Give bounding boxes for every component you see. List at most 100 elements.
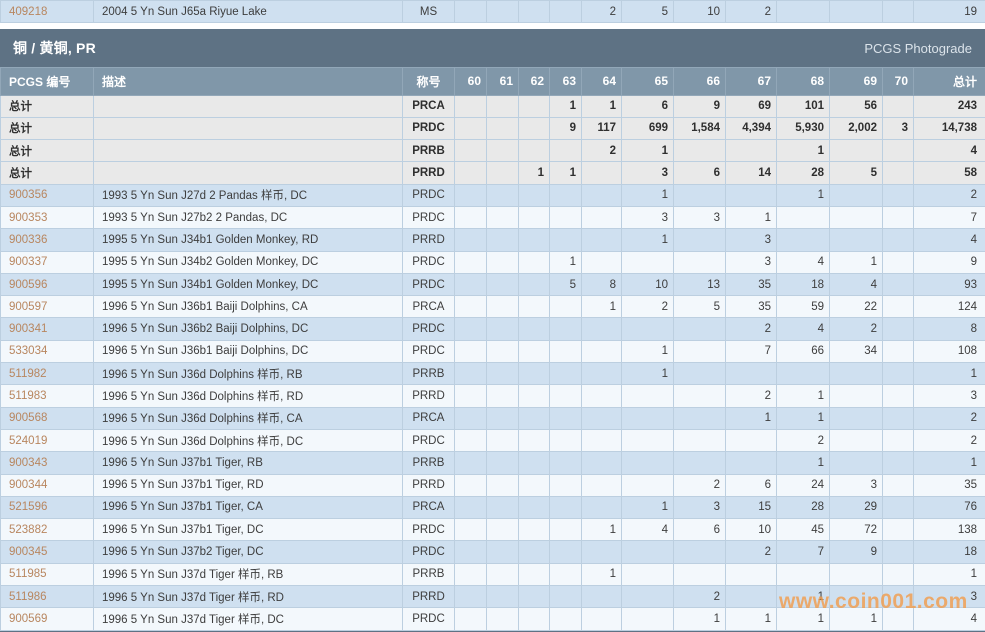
total-cell: 2	[913, 406, 985, 430]
pcgs-number-link[interactable]: 409218	[9, 5, 48, 18]
pcgs-number-link[interactable]: 900341	[9, 323, 48, 336]
total-cell: 243	[913, 94, 985, 118]
grade-count-cell-61	[486, 384, 519, 408]
column-header-grade-66: 66	[673, 67, 726, 96]
grade-count-cell-70: 3	[882, 116, 914, 141]
pcgs-photograde-link[interactable]: PCGS Photograde	[864, 40, 972, 56]
grade-count-cell-67: 2	[725, 540, 777, 564]
pcgs-number-link[interactable]: 521596	[9, 501, 48, 514]
grade-count-cell-62	[518, 0, 550, 23]
grade-count-cell-68: 28	[776, 161, 830, 185]
designation-cell: PRDC	[402, 116, 455, 141]
grade-count-cell-65	[621, 317, 674, 341]
grade-count-cell-65: 1	[621, 228, 674, 252]
grade-count-cell-66	[673, 228, 726, 252]
total-cell: 18	[913, 540, 985, 564]
grade-count-cell-67: 10	[725, 518, 777, 542]
pcgs-number-cell: 533034	[0, 339, 94, 364]
grade-count-cell-65: 699	[621, 116, 674, 141]
pcgs-number-link[interactable]: 900353	[9, 211, 48, 224]
designation-cell: PRCA	[402, 295, 455, 319]
grade-count-cell-68: 59	[776, 295, 830, 319]
column-header-grade-67: 67	[725, 67, 777, 96]
designation-cell: PRRD	[402, 161, 455, 185]
pcgs-number-cell: 900341	[0, 317, 94, 341]
grade-count-cell-69: 34	[829, 339, 883, 364]
pcgs-number-cell: 523882	[0, 518, 94, 542]
grade-count-cell-62	[518, 183, 550, 207]
grade-count-cell-70	[882, 473, 914, 497]
grade-count-cell-64	[581, 250, 622, 274]
pcgs-number-link[interactable]: 900344	[9, 479, 48, 492]
pcgs-number-link[interactable]: 533034	[9, 345, 48, 358]
grade-count-cell-67: 35	[725, 295, 777, 319]
total-cell: 9	[913, 250, 985, 274]
pcgs-number-link[interactable]: 511986	[9, 590, 47, 603]
pcgs-number-link[interactable]: 900568	[9, 412, 48, 425]
designation-cell: PRRD	[402, 384, 455, 408]
grade-count-cell-67	[725, 428, 777, 453]
pcgs-number-link[interactable]: 524019	[9, 434, 48, 447]
grade-count-cell-61	[486, 161, 519, 185]
total-cell: 138	[913, 518, 985, 542]
grade-count-cell-67: 14	[725, 161, 777, 185]
grade-count-cell-63	[549, 495, 582, 520]
grade-count-cell-67: 2	[725, 384, 777, 408]
grade-count-cell-63: 1	[549, 250, 582, 274]
description-cell: 1995 5 Yn Sun J34b2 Golden Monkey, DC	[93, 250, 403, 274]
table-row: 900597 1996 5 Yn Sun J36b1 Baiji Dolphins…	[0, 295, 985, 319]
grade-count-cell-66: 2	[673, 473, 726, 497]
grade-count-cell-64	[581, 362, 622, 386]
pcgs-number-link[interactable]: 900569	[9, 612, 48, 625]
designation-cell: MS	[402, 0, 455, 23]
pcgs-number-link[interactable]: 900336	[9, 233, 48, 246]
table-row: 900345 1996 5 Yn Sun J37b2 Tiger, DC PRDC 2…	[0, 540, 985, 564]
grade-count-cell-65: 3	[621, 205, 674, 230]
description-cell: 1996 5 Yn Sun J37b2 Tiger, DC	[93, 540, 403, 564]
grade-count-cell-70	[882, 428, 914, 453]
grade-count-cell-69	[829, 451, 883, 475]
grade-count-cell-62	[518, 562, 550, 587]
grade-count-cell-65: 2	[621, 295, 674, 319]
section-header-band: 铜 / 黄铜, PR PCGS Photograde	[0, 29, 985, 67]
table-row: 521596 1996 5 Yn Sun J37b1 Tiger, CA PRCA 1…	[0, 495, 985, 520]
grade-count-cell-62	[518, 451, 550, 475]
pcgs-number-link[interactable]: 900596	[9, 278, 48, 291]
designation-cell: PRCA	[402, 406, 455, 430]
grade-count-cell-64	[581, 161, 622, 185]
pcgs-number-link[interactable]: 900343	[9, 456, 48, 469]
pcgs-number-link[interactable]: 900356	[9, 189, 48, 202]
grade-count-cell-64	[581, 428, 622, 453]
grade-count-cell-65	[621, 562, 674, 587]
description-cell: 1996 5 Yn Sun J37b1 Tiger, RD	[93, 473, 403, 497]
grade-count-cell-69: 29	[829, 495, 883, 520]
pcgs-number-link[interactable]: 511982	[9, 367, 47, 380]
pcgs-number-link[interactable]: 511985	[9, 568, 47, 581]
grade-count-cell-66: 10	[673, 0, 726, 23]
pcgs-number-link[interactable]: 900345	[9, 546, 48, 559]
summary-row: 总计 PRRB 2 1 1 4	[0, 139, 985, 163]
grade-count-cell-61	[486, 228, 519, 252]
grade-count-cell-68: 2	[776, 428, 830, 453]
total-cell: 2	[913, 183, 985, 207]
table-row: 409218 2004 5 Yn Sun J65a Riyue Lake MS 2 5 1…	[0, 0, 985, 23]
grade-count-cell-62	[518, 406, 550, 430]
grade-count-cell-61	[486, 607, 519, 631]
grade-count-cell-62	[518, 116, 550, 141]
grade-count-cell-62	[518, 384, 550, 408]
pcgs-number-cell: 511982	[0, 362, 94, 386]
grade-count-cell-64	[581, 406, 622, 430]
grade-count-cell-69: 2,002	[829, 116, 883, 141]
grade-count-cell-69: 72	[829, 518, 883, 542]
grade-count-cell-68: 1	[776, 607, 830, 631]
grade-count-cell-60	[454, 384, 487, 408]
pcgs-number-link[interactable]: 523882	[9, 523, 48, 536]
grade-count-cell-69: 2	[829, 317, 883, 341]
pcgs-number-link[interactable]: 511983	[9, 390, 47, 402]
pcgs-number-link[interactable]: 900337	[9, 256, 48, 269]
grade-count-cell-64	[581, 384, 622, 408]
grade-count-cell-64	[581, 451, 622, 475]
pcgs-number-link[interactable]: 900597	[9, 300, 48, 313]
grade-count-cell-69: 9	[829, 540, 883, 564]
